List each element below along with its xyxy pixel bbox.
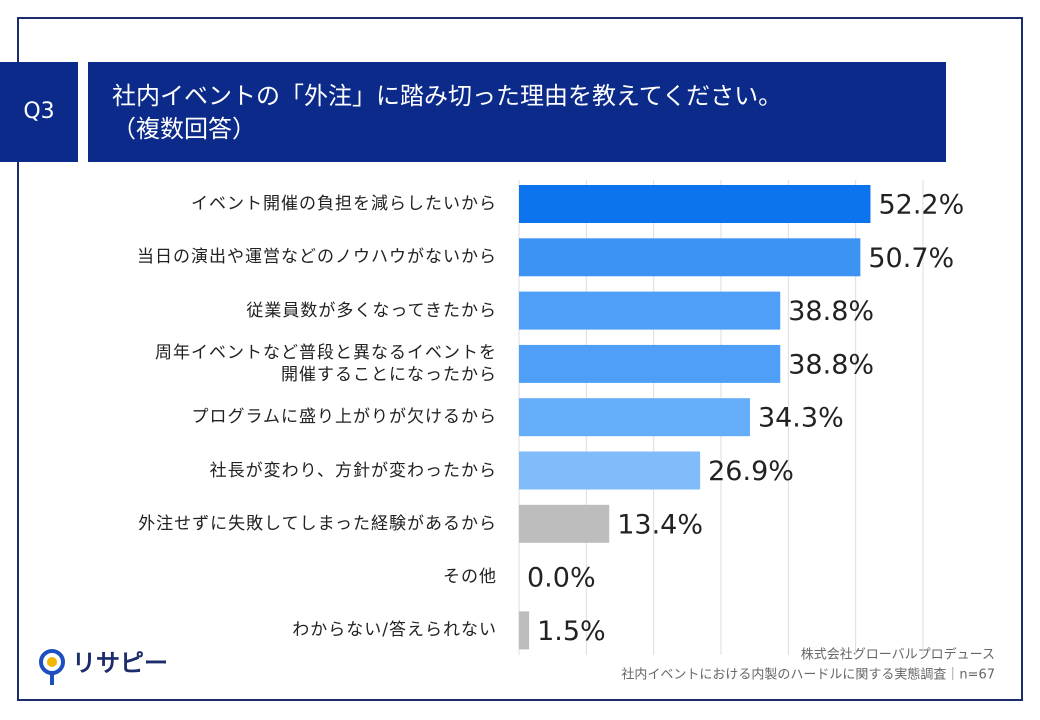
bar xyxy=(519,504,610,543)
logo-icon xyxy=(39,649,65,685)
value-label: 0.0% xyxy=(527,563,596,594)
category-label: わからない/答えられない xyxy=(292,620,497,641)
chart-subtitle: （複数回答） xyxy=(112,115,256,143)
bar xyxy=(519,238,861,277)
value-label: 52.2% xyxy=(878,190,964,221)
category-label: プログラムに盛り上がりが欠けるから xyxy=(191,407,497,428)
question-box xyxy=(0,62,78,162)
category-label: 従業員数が多くなってきたから xyxy=(246,300,497,321)
bar xyxy=(519,185,871,223)
value-label: 50.7% xyxy=(868,243,954,274)
value-label: 34.3% xyxy=(758,403,844,434)
bar xyxy=(519,611,530,650)
chart-title: 社内イベントの「外注」に踏み切った理由を教えてください。 xyxy=(112,82,782,110)
category-label: イベント開催の負担を減らしたいから xyxy=(191,194,497,214)
bar xyxy=(519,291,781,330)
bar xyxy=(519,344,781,383)
value-label: 1.5% xyxy=(537,616,606,647)
value-label: 38.8% xyxy=(788,349,874,380)
category-label: 社長が変わり、方針が変わったから xyxy=(209,460,497,481)
value-label: 13.4% xyxy=(617,509,703,540)
frame xyxy=(17,17,1023,701)
question-label: Q3 xyxy=(23,99,54,124)
category-label: 周年イベントなど普段と異なるイベントを 開催することになったから xyxy=(155,342,497,385)
title-box xyxy=(88,62,946,162)
footer-survey: 社内イベントにおける内製のハードルに関する実態調査｜n=67 xyxy=(621,667,995,683)
bar xyxy=(519,398,750,437)
value-label: 38.8% xyxy=(788,296,874,327)
value-label: 26.9% xyxy=(708,456,794,487)
logo-text: リサピー xyxy=(72,649,168,677)
footer-company: 株式会社グローバルプロデュース xyxy=(801,647,995,663)
bar xyxy=(519,451,701,490)
category-label: 外注せずに失敗してしまった経験があるから xyxy=(138,513,497,534)
category-label: 当日の演出や運営などのノウハウがないから xyxy=(137,247,497,268)
category-label: その他 xyxy=(443,567,497,588)
